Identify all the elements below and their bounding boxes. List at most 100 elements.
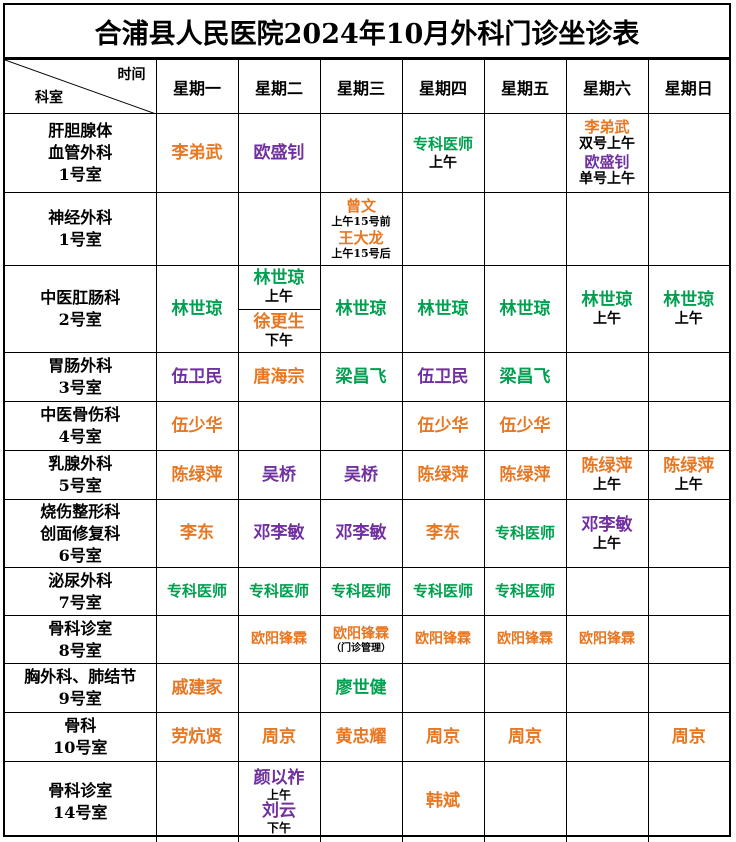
day-header-tue: 星期二 (237, 59, 321, 114)
table-row: 骨科诊室 8号室 欧阳锋霖 欧阳锋霖 （门诊管理） 欧阳锋霖 欧阳锋霖 欧阳锋霖 (5, 615, 729, 664)
doctor-name: 邓李敏 (581, 514, 633, 535)
doctor-name: 伍少华 (417, 415, 469, 436)
doctor-name: 欧阳锋霖 (333, 625, 389, 642)
schedule-cell (483, 761, 567, 842)
doctor-name: 林世琼 (253, 268, 305, 289)
schedule-cell (565, 352, 649, 402)
table-row: 神经外科 1号室 曾文 上午15号前 王大龙 上午15号后 (5, 192, 729, 266)
doctor-name: 专科医师 (166, 582, 227, 600)
doctor-name: 李东 (180, 523, 214, 543)
schedule-cell: 颜以祚 上午 刘云 下午 (237, 761, 321, 842)
schedule-cell (565, 761, 649, 842)
schedule-cell (237, 663, 321, 713)
dept-cell: 神经外科 1号室 (5, 192, 157, 266)
doctor-name: 韩斌 (426, 791, 460, 812)
schedule-cell: 邓李敏 上午 (565, 499, 649, 568)
schedule-cell: 戚建家 (155, 663, 239, 713)
schedule-cell: 邓李敏 (237, 499, 321, 568)
schedule-cell: 曾文 上午15号前 王大龙 上午15号后 (319, 192, 403, 266)
table-row: 胃肠外科 3号室 伍卫民 唐海宗 梁昌飞 伍卫民 梁昌飞 (5, 352, 729, 402)
doctor-name: 周京 (426, 726, 460, 747)
doctor-name: 专科医师 (412, 582, 473, 600)
schedule-cell: 伍少华 (401, 401, 485, 451)
schedule-cell (155, 615, 239, 664)
schedule-cell: 韩斌 (401, 761, 485, 842)
doctor-name: 梁昌飞 (335, 366, 387, 387)
doctor-name: 邓李敏 (335, 523, 387, 543)
schedule-cell: 林世琼 (155, 265, 239, 353)
doctor-name: 伍少华 (499, 415, 551, 436)
shift-note: （门诊管理） (331, 642, 391, 654)
table-row: 中医肛肠科 2号室 林世琼 林世琼 上午 徐更生 下午 (5, 265, 729, 353)
schedule-cell: 专科医师 上午 (401, 113, 485, 193)
doctor-name: 林世琼 (663, 290, 715, 310)
schedule-cell: 周京 (483, 712, 567, 762)
schedule-cell: 陈绿萍 上午 (647, 450, 729, 500)
schedule-cell: 林世琼 (483, 265, 567, 353)
shift-note: 上午 (674, 311, 703, 327)
schedule-cell: 陈绿萍 (155, 450, 239, 500)
doctor-name: 专科医师 (248, 582, 309, 600)
schedule-cell: 专科医师 (319, 567, 403, 616)
shift-note: 上午 (265, 289, 293, 306)
time-label: 时间 (117, 67, 146, 83)
doctor-name: 廖世健 (335, 677, 387, 698)
dept-cell: 胃肠外科 3号室 (5, 352, 157, 402)
shift-note: 单号上午 (579, 171, 635, 187)
schedule-cell (319, 113, 403, 193)
page-title: 合浦县人民医院2024年10月外科门诊坐诊表 (5, 5, 729, 59)
schedule-cell (647, 192, 729, 266)
dept-cell: 骨科诊室 8号室 (5, 615, 157, 664)
schedule-cell (647, 352, 729, 402)
doctor-name: 欧阳锋霖 (251, 631, 307, 647)
schedule-cell (647, 401, 729, 451)
shift-note: 上午 (593, 311, 621, 327)
schedule-cell: 专科医师 (483, 499, 567, 568)
doctor-name: 专科医师 (494, 524, 555, 542)
shift-note: 上午 (593, 477, 621, 493)
schedule-cell (155, 761, 239, 842)
day-header-mon: 星期一 (155, 59, 239, 114)
schedule-cell: 周京 (237, 712, 321, 762)
doctor-name: 周京 (262, 726, 296, 747)
schedule-cell: 李弟武 (155, 113, 239, 193)
doctor-name: 林世琼 (335, 298, 387, 319)
schedule-cell (483, 192, 567, 266)
schedule-cell: 吴桥 (237, 450, 321, 500)
schedule-cell (647, 663, 729, 713)
schedule-cell (565, 567, 649, 616)
table-row: 肝胆腺体 血管外科 1号室 李弟武 欧盛钊 专科医师 上午 李弟武 双号上午 欧… (5, 113, 729, 193)
schedule-cell: 吴桥 (319, 450, 403, 500)
table-row: 泌尿外科 7号室 专科医师 专科医师 专科医师 专科医师 专科医师 (5, 567, 729, 616)
schedule-cell (237, 192, 321, 266)
schedule-cell (483, 663, 567, 713)
doctor-name: 专科医师 (412, 135, 473, 153)
doctor-name: 王大龙 (338, 229, 384, 247)
shift-note: 上午 (429, 155, 457, 171)
schedule-cell (237, 401, 321, 451)
dept-cell: 骨科诊室 14号室 (5, 761, 157, 842)
schedule-cell (565, 401, 649, 451)
doctor-name: 陈绿萍 (581, 456, 633, 476)
schedule-cell (647, 615, 729, 664)
schedule-cell: 李东 (155, 499, 239, 568)
doctor-name: 刘云 (262, 800, 296, 821)
doctor-name: 陈绿萍 (417, 464, 469, 485)
doctor-name: 李东 (426, 523, 460, 543)
doctor-name: 戚建家 (171, 677, 223, 698)
schedule-cell: 欧阳锋霖 (483, 615, 567, 664)
dept-cell: 泌尿外科 7号室 (5, 567, 157, 616)
table-row: 胸外科、肺结节 9号室 戚建家 廖世健 (5, 663, 729, 713)
schedule-cell: 林世琼 上午 (565, 265, 649, 353)
schedule-cell: 劳炕贤 (155, 712, 239, 762)
table-row: 骨科诊室 14号室 颜以祚 上午 刘云 下午 韩斌 (5, 761, 729, 842)
schedule-cell (647, 761, 729, 842)
doctor-name: 周京 (671, 726, 706, 747)
doctor-name: 颜以祚 (253, 767, 305, 788)
schedule-cell (401, 192, 485, 266)
doctor-name: 曾文 (345, 197, 376, 215)
day-header-sat: 星期六 (565, 59, 649, 114)
day-header-fri: 星期五 (483, 59, 567, 114)
schedule-cell (401, 663, 485, 713)
doctor-name: 欧阳锋霖 (579, 631, 635, 647)
